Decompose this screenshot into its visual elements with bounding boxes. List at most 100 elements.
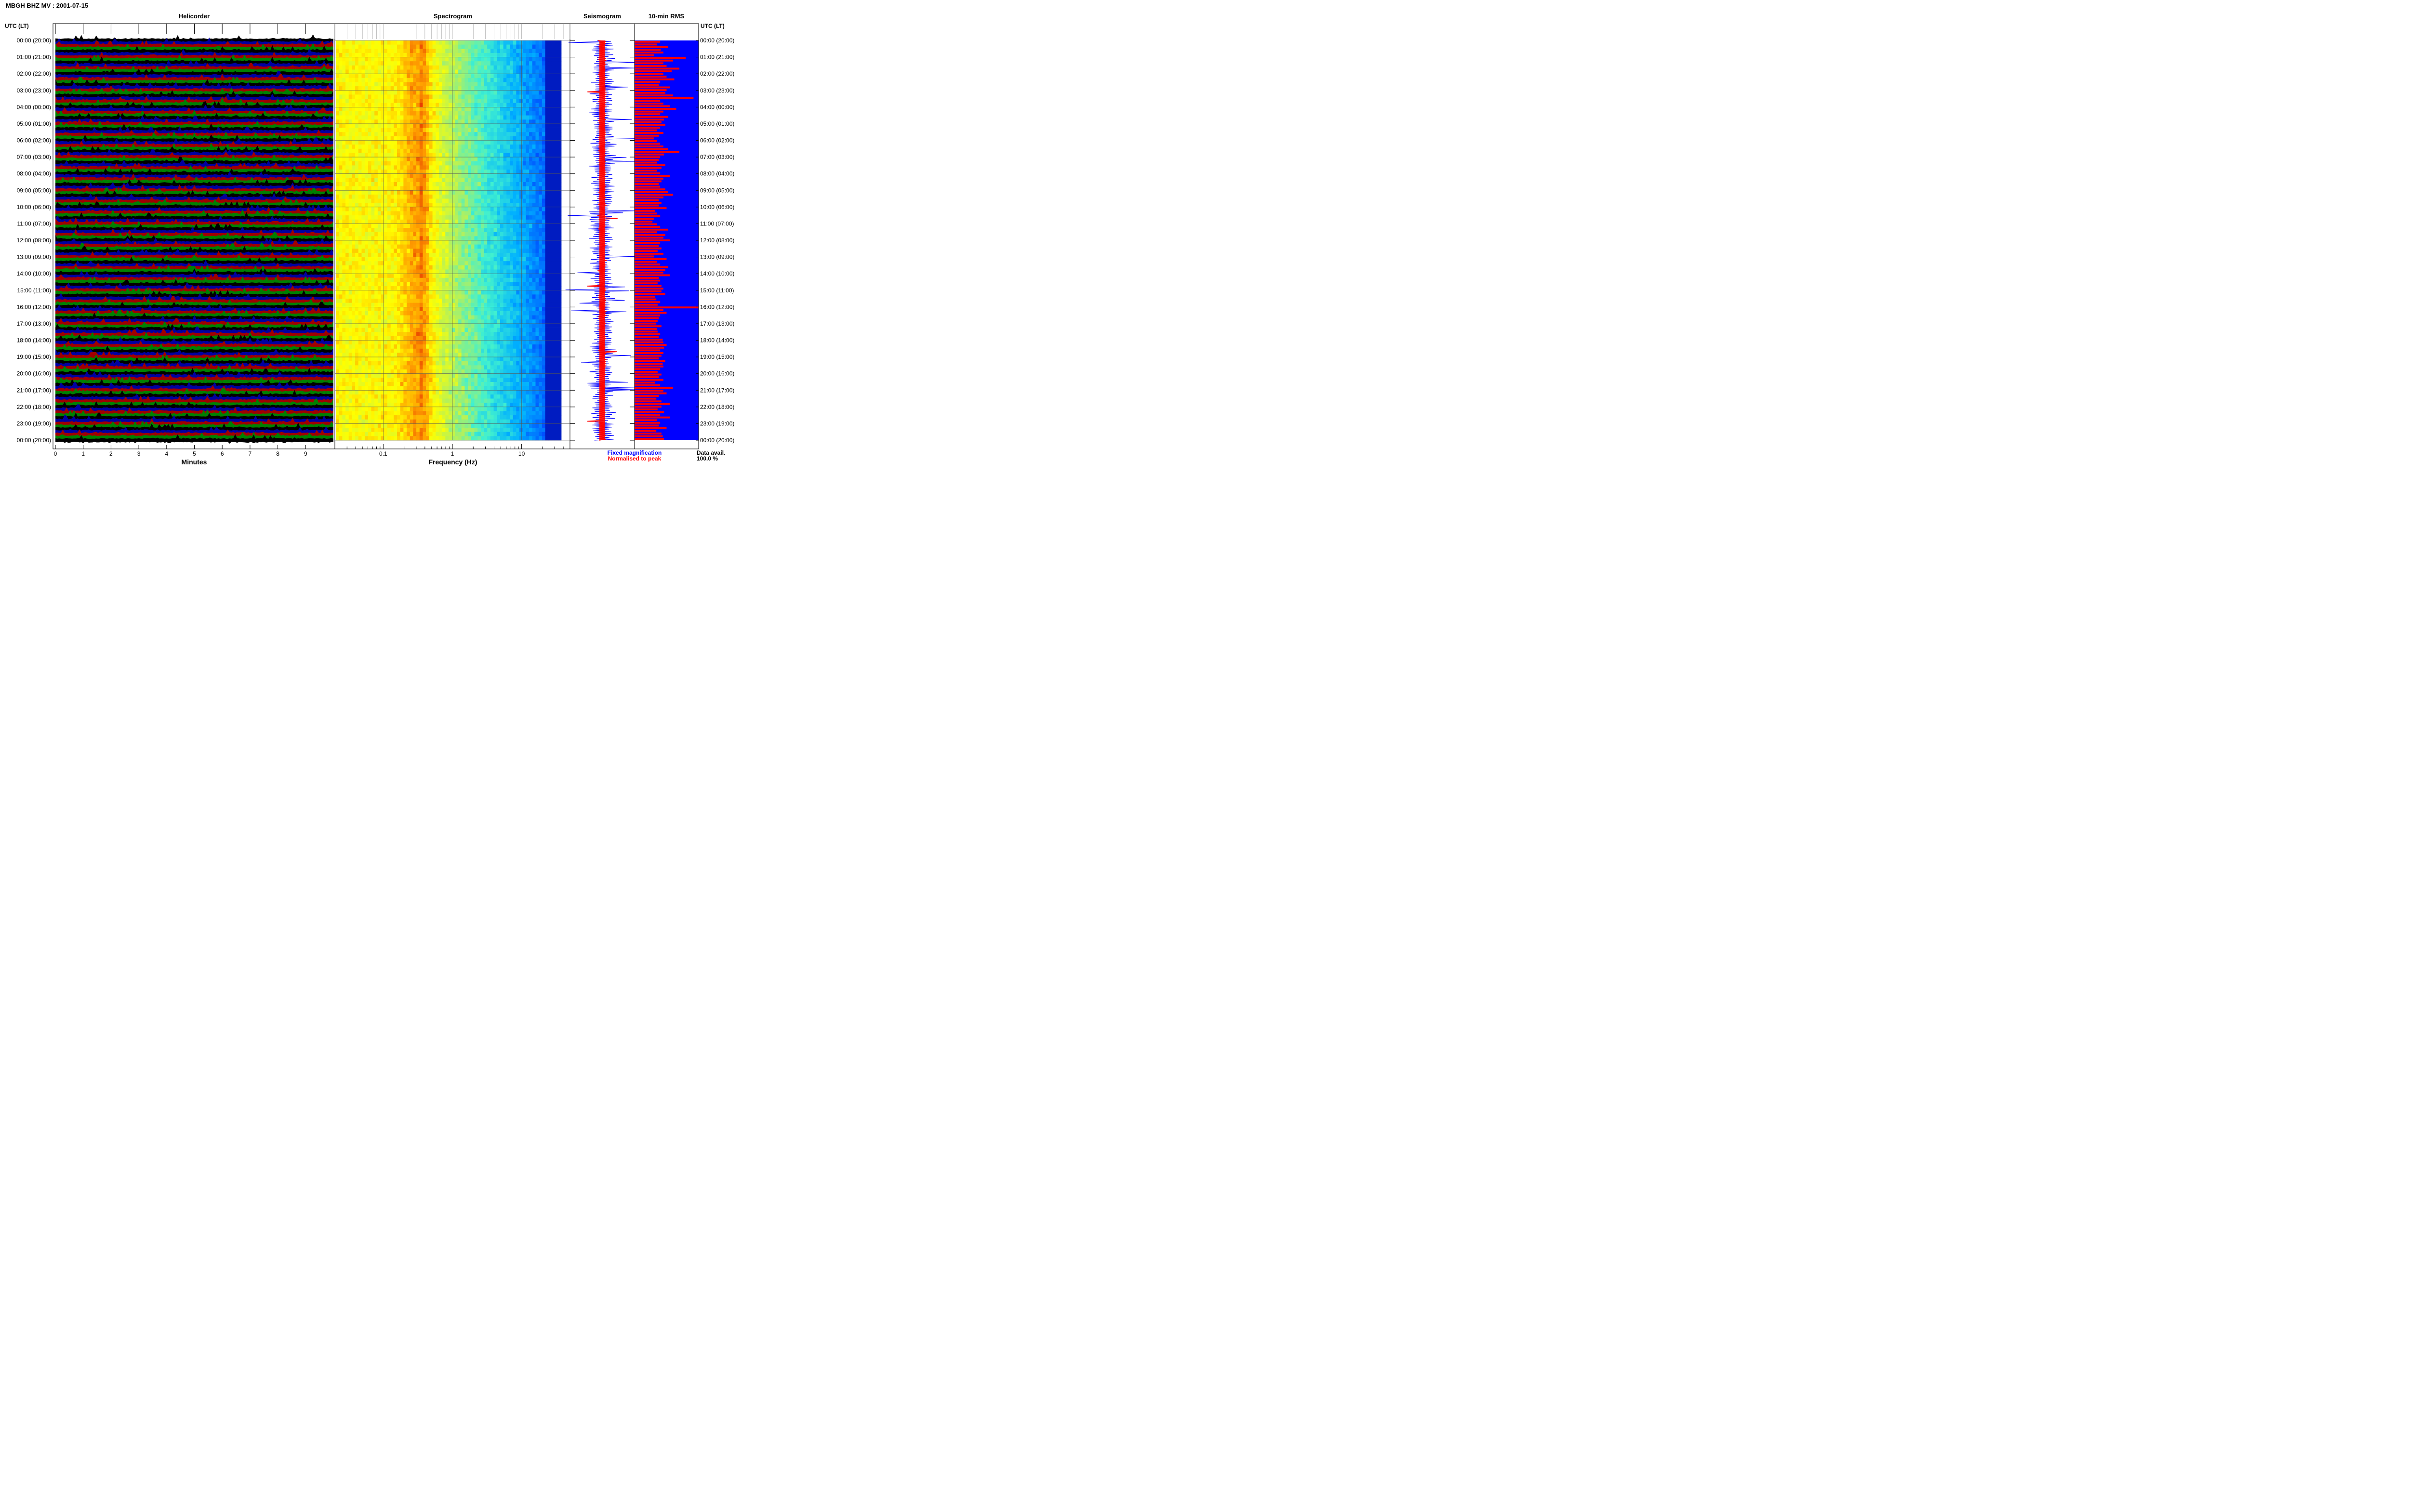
spectrogram-cell bbox=[445, 282, 449, 287]
spectrogram-cell bbox=[416, 49, 420, 53]
spectrogram-cell bbox=[542, 302, 545, 307]
spectrogram-cell bbox=[519, 203, 523, 208]
spectrogram-cell bbox=[352, 40, 356, 45]
spectrogram-cell bbox=[423, 153, 426, 158]
spectrogram-cell bbox=[355, 69, 359, 74]
spectrogram-cell bbox=[355, 170, 359, 174]
spectrogram-cell bbox=[368, 170, 371, 174]
spectrogram-cell bbox=[522, 40, 526, 45]
spectrogram-cell bbox=[493, 57, 497, 62]
spectrogram-cell bbox=[539, 153, 543, 158]
spectrogram-cell bbox=[358, 136, 362, 141]
spectrogram-cell bbox=[352, 282, 356, 287]
spectrogram-cell bbox=[493, 128, 497, 132]
spectrogram-cell bbox=[526, 315, 529, 320]
spectrogram-cell bbox=[542, 119, 545, 124]
spectrogram-cell bbox=[384, 311, 388, 316]
spectrogram-cell bbox=[394, 115, 397, 120]
spectrogram-cell bbox=[438, 145, 442, 149]
spectrogram-cell bbox=[419, 198, 423, 203]
spectrogram-cell bbox=[445, 170, 449, 174]
spectrogram-cell bbox=[336, 224, 340, 228]
spectrogram-cell bbox=[545, 211, 549, 216]
spectrogram-cell bbox=[416, 286, 420, 291]
spectrogram-cell bbox=[377, 219, 381, 224]
spectrogram-cell bbox=[458, 94, 462, 99]
spectrogram-cell bbox=[390, 319, 394, 324]
spectrogram-cell bbox=[522, 186, 526, 191]
spectrogram-cell bbox=[471, 186, 475, 191]
spectrogram-cell bbox=[468, 257, 472, 262]
spectrogram-cell bbox=[394, 103, 397, 107]
spectrogram-cell bbox=[558, 178, 562, 183]
spectrogram-cell bbox=[532, 207, 536, 211]
spectrogram-cell bbox=[345, 182, 349, 186]
spectrogram-cell bbox=[500, 148, 504, 153]
spectrogram-cell bbox=[471, 294, 475, 299]
spectrogram-cell bbox=[526, 215, 529, 220]
spectrogram-cell bbox=[468, 269, 472, 274]
spectrogram-cell bbox=[336, 261, 340, 266]
spectrogram-cell bbox=[535, 207, 539, 211]
spectrogram-cell bbox=[390, 94, 394, 99]
spectrogram-cell bbox=[442, 128, 446, 132]
spectrogram-cell bbox=[368, 211, 371, 216]
spectrogram-cell bbox=[513, 44, 516, 49]
spectrogram-cell bbox=[438, 244, 442, 249]
spectrogram-cell bbox=[438, 61, 442, 66]
spectrogram-cell bbox=[339, 215, 343, 220]
spectrogram-cell bbox=[442, 228, 446, 233]
spectrogram-cell bbox=[368, 207, 371, 211]
spectrogram-cell bbox=[407, 74, 410, 79]
spectrogram-cell bbox=[545, 65, 549, 70]
spectrogram-cell bbox=[532, 119, 536, 124]
spectrogram-cell bbox=[542, 311, 545, 316]
spectrogram-cell bbox=[513, 211, 516, 216]
spectrogram-cell bbox=[484, 165, 488, 170]
spectrogram-cell bbox=[532, 103, 536, 107]
spectrogram-cell bbox=[516, 140, 520, 145]
spectrogram-cell bbox=[551, 236, 555, 241]
spectrogram-cell bbox=[497, 207, 501, 211]
spectrogram-cell bbox=[551, 319, 555, 324]
spectrogram-cell bbox=[419, 65, 423, 70]
spectrogram-cell bbox=[535, 315, 539, 320]
spectrogram-cell bbox=[394, 323, 397, 328]
spectrogram-cell bbox=[368, 236, 371, 241]
spectrogram-cell bbox=[510, 203, 514, 208]
spectrogram-cell bbox=[423, 198, 426, 203]
spectrogram-cell bbox=[526, 82, 529, 87]
spectrogram-cell bbox=[445, 257, 449, 262]
helicorder-trace bbox=[55, 278, 333, 288]
spectrogram-cell bbox=[484, 61, 488, 66]
spectrogram-cell bbox=[493, 294, 497, 299]
spectrogram-cell bbox=[361, 244, 365, 249]
spectrogram-cell bbox=[471, 219, 475, 224]
spectrogram-cell bbox=[345, 165, 349, 170]
spectrogram-cell bbox=[471, 107, 475, 112]
spectrogram-cell bbox=[493, 153, 497, 158]
spectrogram-cell bbox=[416, 207, 420, 211]
spectrogram-cell bbox=[371, 86, 375, 91]
spectrogram-cell bbox=[336, 240, 340, 245]
spectrogram-cell bbox=[500, 315, 504, 320]
spectrogram-cell bbox=[497, 157, 501, 162]
spectrogram-cell bbox=[548, 136, 552, 141]
spectrogram-cell bbox=[490, 103, 494, 107]
spectrogram-cell bbox=[436, 44, 439, 49]
spectrogram-cell bbox=[464, 86, 468, 91]
spectrogram-cell bbox=[519, 136, 523, 141]
spectrogram-cell bbox=[500, 269, 504, 274]
spectrogram-cell bbox=[551, 207, 555, 211]
spectrogram-cell bbox=[358, 44, 362, 49]
spectrogram-cell bbox=[497, 249, 501, 253]
spectrogram-cell bbox=[551, 157, 555, 162]
spectrogram-cell bbox=[397, 103, 401, 107]
spectrogram-cell bbox=[442, 302, 446, 307]
spectrogram-cell bbox=[545, 244, 549, 249]
spectrogram-cell bbox=[461, 307, 465, 312]
spectrogram-cell bbox=[377, 211, 381, 216]
spectrogram-cell bbox=[506, 178, 510, 183]
spectrogram-cell bbox=[438, 315, 442, 320]
spectrogram-cell bbox=[461, 269, 465, 274]
